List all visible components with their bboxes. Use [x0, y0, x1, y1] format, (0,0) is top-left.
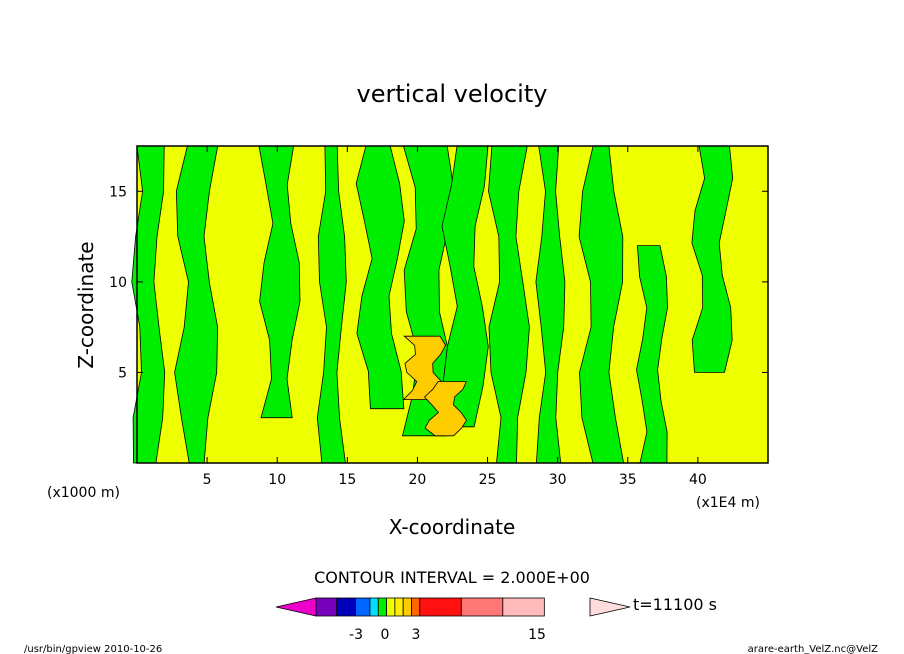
- colorbar-swatch: [411, 597, 421, 617]
- colorbar-max-arrow: [589, 597, 631, 617]
- footer-right: arare-earth_VelZ.nc@VelZ: [748, 644, 879, 654]
- colorbar-swatch: [419, 597, 462, 617]
- colorbar-swatch: [315, 597, 338, 617]
- x-unit-right: (x1E4 m): [696, 495, 760, 511]
- colorbar-swatch: [369, 597, 379, 617]
- colorbar-min-arrow: [275, 597, 317, 617]
- negative-velocity-region: [355, 145, 405, 410]
- colorbar-tick-label: 0: [381, 627, 390, 643]
- negative-velocity-region: [258, 145, 301, 419]
- footer-left: /usr/bin/gpview 2010-10-26: [24, 644, 162, 654]
- x-tick-label: 40: [689, 472, 707, 488]
- x-tick-label: 30: [549, 472, 567, 488]
- colorbar-swatch: [460, 597, 504, 617]
- plot-frame: [136, 145, 769, 464]
- positive-velocity-region: [423, 381, 467, 437]
- colorbar-swatch: [502, 597, 545, 617]
- x-tick-label: 35: [619, 472, 637, 488]
- negative-velocity-region: [691, 145, 734, 373]
- negative-velocity-region: [441, 145, 489, 428]
- colorbar-tick-label: 15: [528, 627, 546, 643]
- colorbar-swatch: [336, 597, 356, 617]
- colorbar-swatch: [386, 597, 396, 617]
- colorbar: -3 0 3 15: [275, 597, 631, 643]
- colorbar-tick-label: 3: [412, 627, 421, 643]
- chart-title: vertical velocity: [357, 80, 548, 108]
- y-tick-label: 5: [118, 365, 127, 381]
- colorbar-swatch: [377, 597, 387, 617]
- x-tick-label: 10: [268, 472, 286, 488]
- y-tick-label: 10: [109, 275, 127, 291]
- x-tick-label: 15: [338, 472, 356, 488]
- colorbar-swatch: [402, 597, 412, 617]
- time-label: t=11100 s: [633, 595, 717, 614]
- x-tick-label: 20: [409, 472, 427, 488]
- colorbar-tick-label: -3: [349, 627, 363, 643]
- contour-interval-text: CONTOUR INTERVAL = 2.000E+00: [314, 568, 590, 587]
- x-axis-label: X-coordinate: [389, 515, 516, 539]
- colorbar-swatch: [355, 597, 371, 617]
- plot-area: [131, 145, 769, 464]
- x-tick-label: 5: [203, 472, 212, 488]
- x-unit-left: (x1000 m): [47, 485, 120, 501]
- y-axis-label: Z-coordinate: [74, 241, 98, 368]
- colorbar-swatch: [394, 597, 404, 617]
- y-tick-label: 15: [109, 184, 127, 200]
- x-tick-label: 25: [479, 472, 497, 488]
